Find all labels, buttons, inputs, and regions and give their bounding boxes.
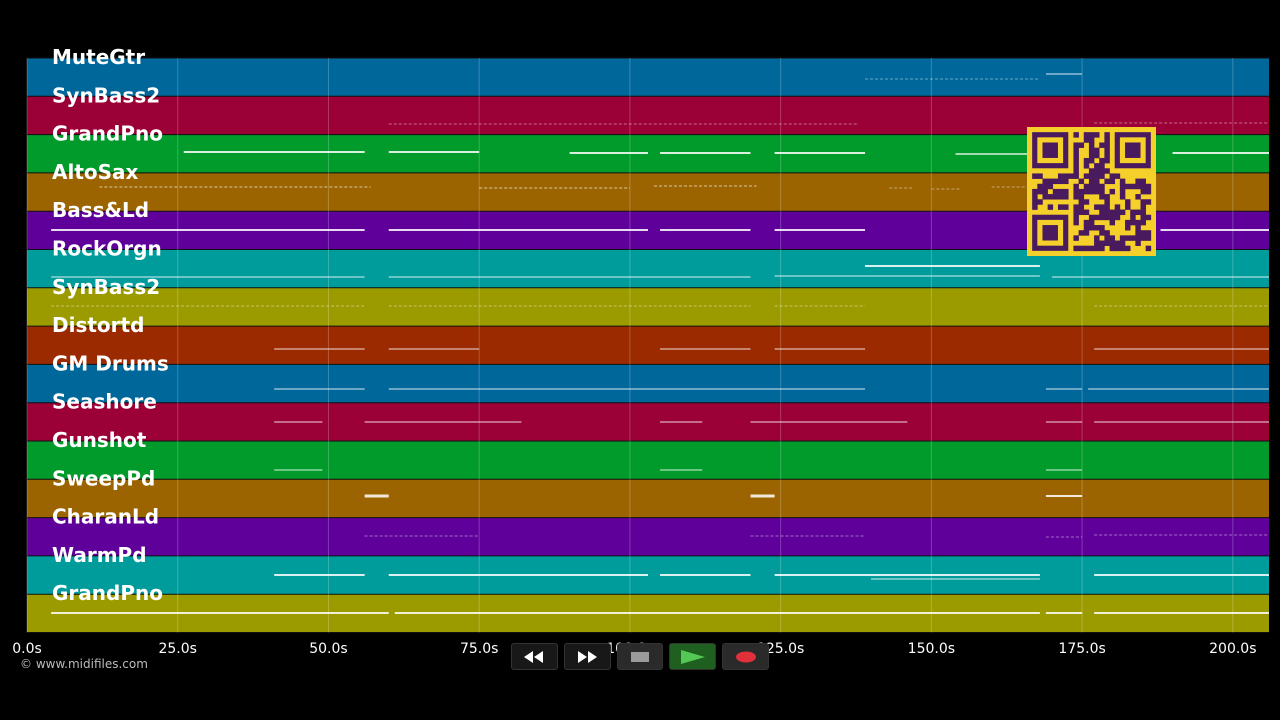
track-label: SweepPd <box>52 466 155 490</box>
record-button[interactable] <box>722 643 769 670</box>
time-tick-label: 175.0s <box>1058 641 1105 657</box>
stop-icon <box>630 651 649 662</box>
play-button[interactable] <box>669 643 717 670</box>
track-label: Distortd <box>52 313 144 337</box>
track-label: WarmPd <box>52 543 147 567</box>
time-tick-label: 75.0s <box>460 641 498 657</box>
track-lane <box>27 58 1269 97</box>
track-label: GrandPno <box>52 122 163 146</box>
track-label: MuteGtr <box>52 45 145 69</box>
track-labels: MuteGtr SynBass2 GrandPno AltoSax Bass&Ld Roc… <box>52 45 169 605</box>
track-label: RockOrgn <box>52 237 162 261</box>
time-tick-label: 25.0s <box>158 641 196 657</box>
record-icon <box>735 651 756 662</box>
copyright-text: © www.midifiles.com <box>20 657 148 671</box>
track-label: Gunshot <box>52 428 147 452</box>
track-label: AltoSax <box>52 160 139 184</box>
track-lane <box>27 326 1269 365</box>
time-tick-label: 0.0s <box>12 641 42 657</box>
track-label: Bass&Ld <box>52 198 149 222</box>
track-label: GM Drums <box>52 351 169 375</box>
track-label: SynBass2 <box>52 83 160 107</box>
track-label: CharanLd <box>52 505 159 529</box>
transport-controls <box>511 643 769 670</box>
rewind-icon <box>524 650 544 663</box>
time-tick-label: 150.0s <box>908 641 955 657</box>
note-layer <box>51 73 1269 614</box>
fast-forward-button[interactable] <box>563 643 611 670</box>
track-lane <box>27 402 1269 441</box>
time-tick-label: 50.0s <box>309 641 347 657</box>
track-lane <box>27 479 1269 518</box>
track-label: GrandPno <box>52 581 163 605</box>
play-icon <box>680 649 705 664</box>
stop-button[interactable] <box>616 643 664 670</box>
track-lane <box>27 517 1269 556</box>
qr-code-icon <box>1027 127 1156 256</box>
track-label: SynBass2 <box>52 275 160 299</box>
rewind-button[interactable] <box>511 643 558 670</box>
fast-forward-icon <box>578 650 598 663</box>
track-lane <box>27 364 1269 403</box>
track-lane <box>27 287 1269 327</box>
time-tick-label: 200.0s <box>1209 641 1256 657</box>
track-label: Seashore <box>52 390 157 414</box>
track-lane <box>27 441 1269 480</box>
